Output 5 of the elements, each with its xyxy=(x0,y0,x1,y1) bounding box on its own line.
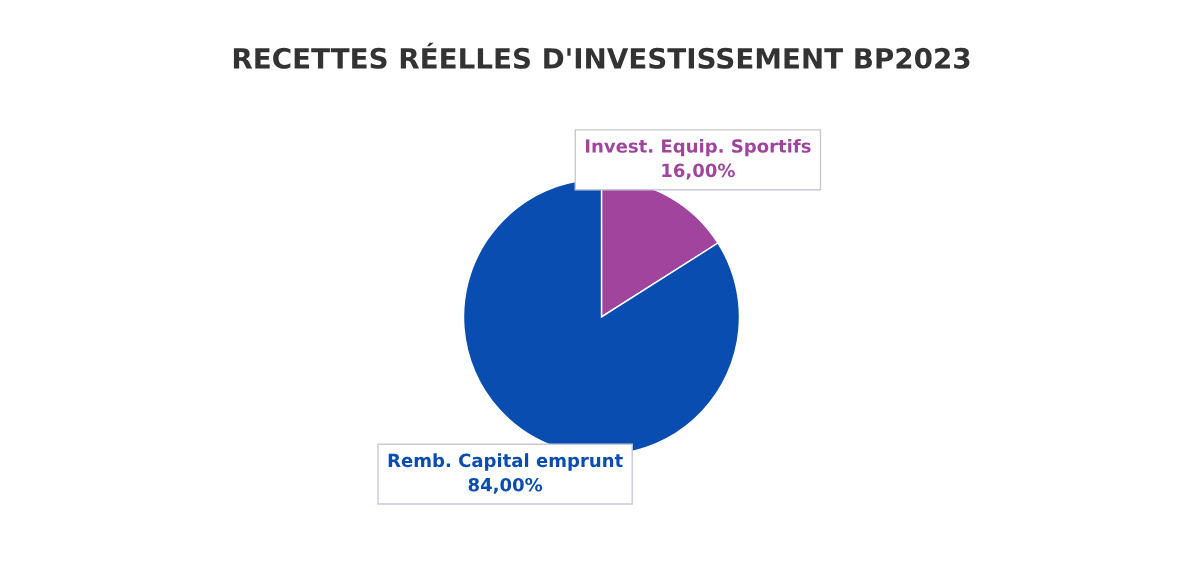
chart-title: RECETTES RÉELLES D'INVESTISSEMENT BP2023 xyxy=(233,42,970,69)
data-label: 84,00% xyxy=(468,477,543,494)
data-label: 16,00% xyxy=(662,163,735,180)
slice-label: Remb. Capital emprunt xyxy=(388,453,623,471)
slice-label: Invest. Equip. Sportifs xyxy=(585,138,811,157)
